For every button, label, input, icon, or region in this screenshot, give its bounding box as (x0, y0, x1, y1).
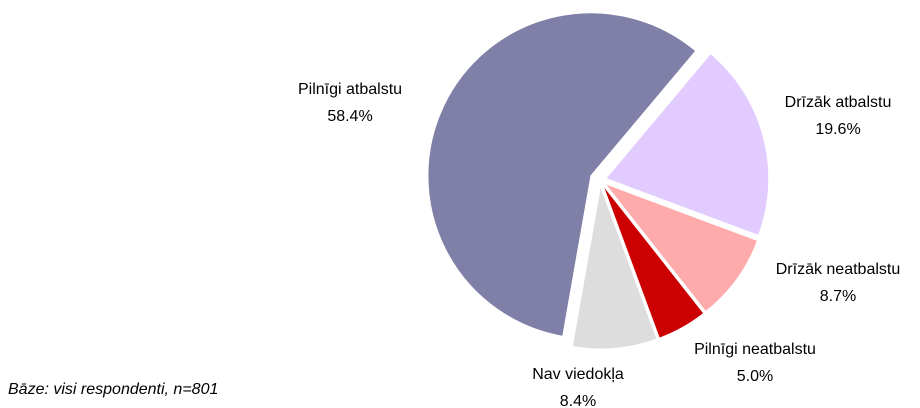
pie-slice (571, 184, 658, 350)
slice-value-label: 58.4% (327, 108, 372, 125)
pie-slice (602, 184, 705, 339)
slice-value-label: 19.6% (815, 121, 860, 138)
slice-value-label: 8.7% (820, 288, 856, 305)
slice-label: Pilnīgi neatbalstu (694, 341, 816, 358)
annotation: Bāze: visi respondenti, n=801 (8, 381, 218, 398)
slice-value-label: 8.4% (560, 393, 596, 408)
slice-label: Drīzāk atbalstu (785, 94, 892, 111)
slice-label: Nav viedokļa (532, 366, 624, 383)
slice-label: Drīzāk neatbalstu (776, 261, 901, 278)
slice-value-label: 5.0% (737, 368, 773, 385)
pie-slice (604, 52, 770, 237)
slice-label: Pilnīgi atbalstu (298, 81, 402, 98)
pie-slice (603, 182, 759, 313)
pie-slice (427, 12, 697, 337)
